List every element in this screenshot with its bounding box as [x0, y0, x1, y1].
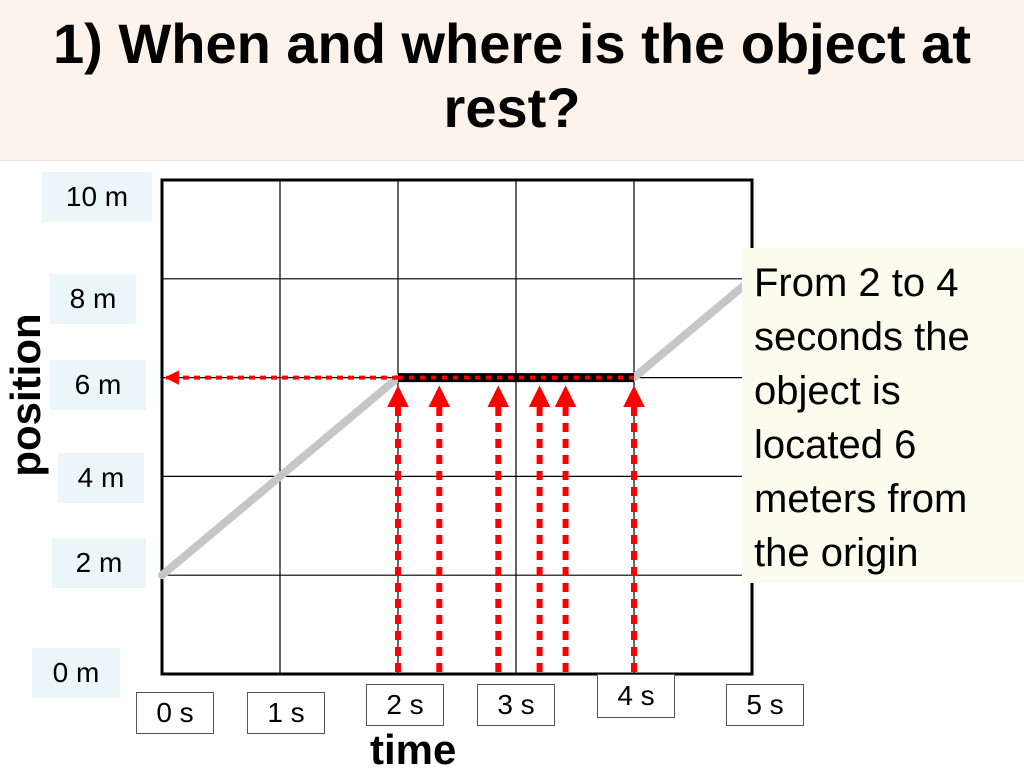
x-tick-label-5s: 5 s — [726, 684, 804, 726]
slide-title: 1) When and where is the object at rest? — [53, 12, 971, 139]
y-tick-label-10m: 10 m — [42, 172, 152, 222]
plot-frame — [160, 178, 754, 676]
y-tick-label-4m: 4 m — [58, 453, 144, 503]
x-axis-title: time — [370, 726, 457, 773]
x-tick-label-4s: 4 s — [597, 674, 675, 718]
position-line-segment — [158, 373, 402, 580]
x-tick-label-1s: 1 s — [247, 692, 325, 734]
y-tick-label-8m: 8 m — [50, 274, 136, 324]
annotation-text: From 2 to 4 seconds the object is locate… — [754, 261, 970, 575]
y-tick-label-6m: 6 m — [50, 360, 146, 410]
x-tick-label-3s: 3 s — [477, 684, 555, 726]
y-tick-label-2m: 2 m — [52, 538, 146, 588]
title-band — [0, 0, 1024, 161]
position-line-segment — [630, 274, 756, 382]
annotation-box: From 2 to 4 seconds the object is locate… — [742, 248, 1024, 583]
x-tick-label-0s: 0 s — [136, 692, 214, 734]
x-tick-label-2s: 2 s — [366, 684, 444, 726]
y-axis-title: position — [2, 313, 49, 477]
y-tick-label-0m: 0 m — [32, 648, 120, 698]
